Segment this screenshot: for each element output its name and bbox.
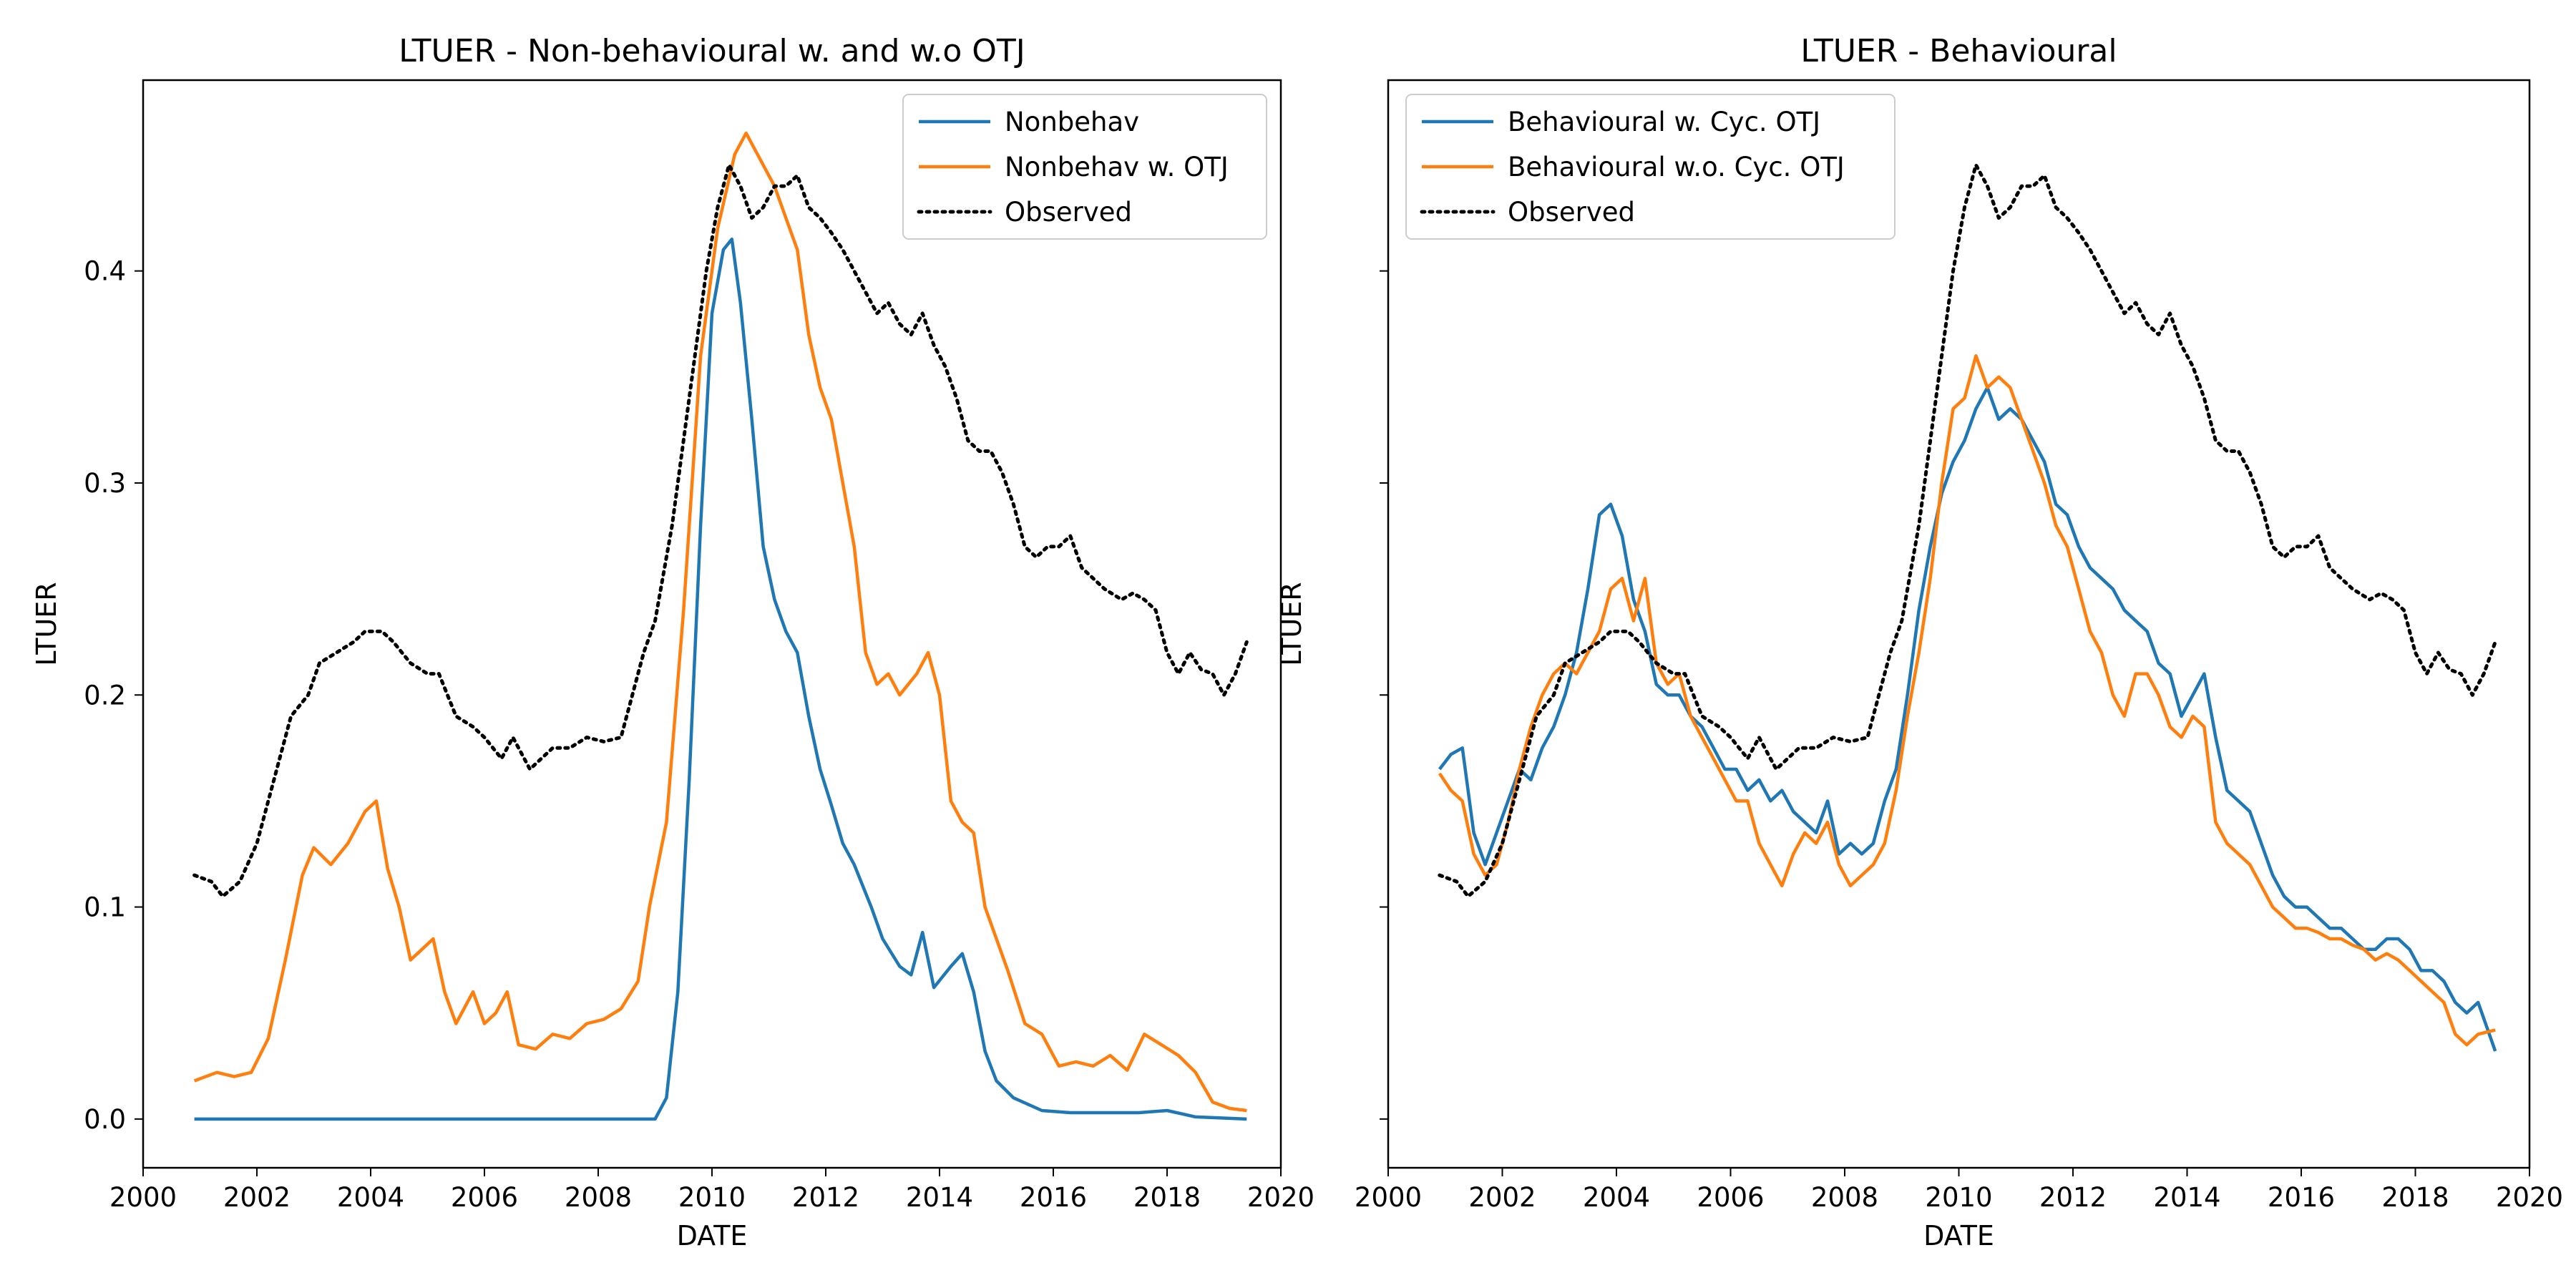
- series-line-observed: [192, 163, 1249, 899]
- y-tick-label: 0.2: [84, 680, 126, 711]
- y-axis-label: LTUER: [31, 582, 62, 665]
- chart-title: LTUER - Non-behavioural w. and w.o OTJ: [399, 33, 1025, 69]
- x-tick-label: 2006: [1697, 1182, 1764, 1213]
- x-tick-label: 2012: [2039, 1182, 2107, 1213]
- axes-frame: [1387, 79, 2531, 1169]
- y-tick-label: 0.3: [84, 468, 126, 499]
- legend-box: [1405, 94, 1896, 240]
- x-tick-label: 2002: [1468, 1182, 1536, 1213]
- legend-label: Nonbehav w. OTJ: [1005, 152, 1229, 182]
- legend: Behavioural w. Cyc. OTJ Behavioural w.o. …: [1405, 94, 1896, 240]
- x-tick-label: 2006: [451, 1182, 518, 1213]
- series-line-behavioural-w-cyc-otj: [1438, 386, 2497, 1052]
- legend-label: Behavioural w.o. Cyc. OTJ: [1508, 152, 1845, 182]
- left-chart-panel: LTUER - Non-behavioural w. and w.o OTJ 20…: [31, 33, 1314, 1252]
- legend-box: [902, 94, 1267, 240]
- x-tick-label: 2016: [1020, 1182, 1087, 1213]
- y-tick-label: 0.4: [84, 256, 126, 287]
- x-tick-label: 2008: [1811, 1182, 1878, 1213]
- x-tick-label: 2004: [337, 1182, 404, 1213]
- right-chart-panel: LTUER - Behavioural 2000 2002 2004 2006 2008 2…: [1276, 33, 2563, 1252]
- x-tick-label: 2010: [1925, 1182, 1992, 1213]
- x-tick-label: 2000: [109, 1182, 177, 1213]
- legend-label: Nonbehav: [1005, 107, 1139, 137]
- x-tick-label: 2020: [1247, 1182, 1314, 1213]
- series-line-behavioural-w-o-cyc-otj: [1438, 353, 2496, 1047]
- x-tick-label: 2016: [2268, 1182, 2335, 1213]
- x-axis-label: DATE: [677, 1220, 748, 1252]
- legend-label: Observed: [1508, 197, 1635, 228]
- x-tick-label: 2000: [1355, 1182, 1422, 1213]
- y-tick-label: 0.0: [84, 1104, 126, 1135]
- y-tick-label: 0.1: [84, 892, 126, 923]
- legend: Nonbehav Nonbehav w. OTJ Observed: [902, 94, 1267, 240]
- x-tick-label: 2018: [2381, 1182, 2449, 1213]
- series-line-nonbehav: [194, 237, 1247, 1121]
- axes-frame: [142, 79, 1282, 1169]
- x-tick-label: 2012: [792, 1182, 859, 1213]
- series-line-nonbehav-w-otj: [193, 131, 1247, 1113]
- legend-label: Observed: [1005, 197, 1132, 228]
- x-tick-label: 2010: [678, 1182, 746, 1213]
- x-tick-label: 2020: [2496, 1182, 2563, 1213]
- x-tick-label: 2004: [1583, 1182, 1650, 1213]
- x-axis-label: DATE: [1923, 1220, 1994, 1252]
- chart-title: LTUER - Behavioural: [1800, 33, 2117, 69]
- x-tick-label: 2014: [2153, 1182, 2220, 1213]
- x-tick-label: 2014: [906, 1182, 973, 1213]
- x-tick-label: 2002: [223, 1182, 291, 1213]
- series-line-observed: [1438, 163, 2497, 899]
- x-tick-label: 2008: [565, 1182, 632, 1213]
- y-axis-label: LTUER: [1276, 582, 1307, 665]
- legend-label: Behavioural w. Cyc. OTJ: [1508, 107, 1820, 137]
- x-tick-label: 2018: [1133, 1182, 1201, 1213]
